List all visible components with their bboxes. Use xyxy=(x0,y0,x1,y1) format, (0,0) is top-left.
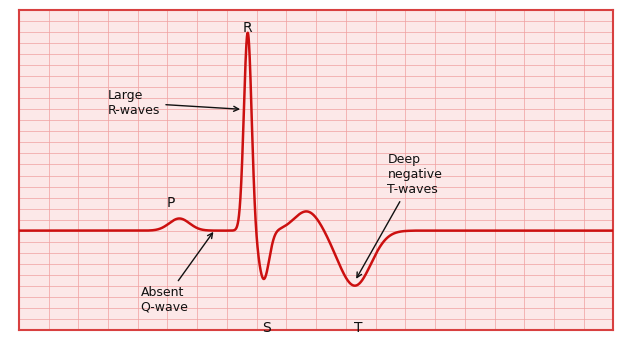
Text: Absent
Q-wave: Absent Q-wave xyxy=(141,233,212,314)
Text: T: T xyxy=(354,321,362,335)
Text: P: P xyxy=(167,196,175,210)
Text: R: R xyxy=(243,21,252,35)
Text: Deep
negative
T-waves: Deep negative T-waves xyxy=(357,153,443,277)
Text: S: S xyxy=(262,321,271,335)
Text: Large
R-waves: Large R-waves xyxy=(108,89,239,117)
